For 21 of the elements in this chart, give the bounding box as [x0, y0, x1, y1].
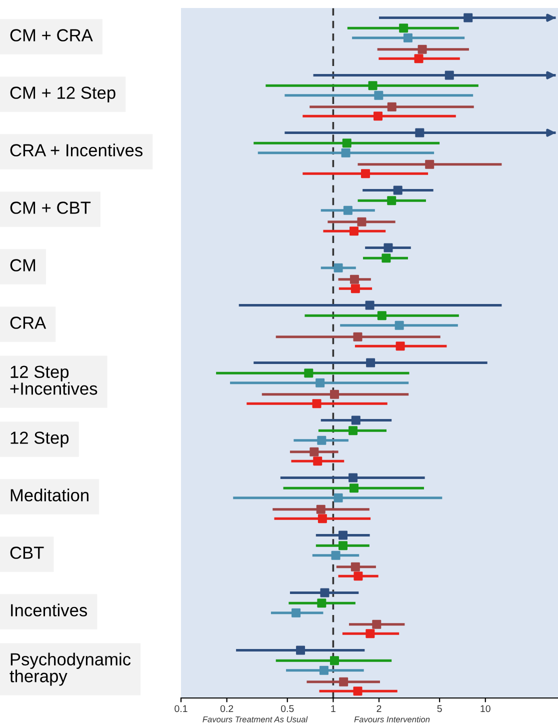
y-tick-label: CRA — [10, 316, 46, 329]
x-tick-label: 0.5 — [281, 705, 294, 712]
y-tick-label: CM + 12 Step — [10, 86, 116, 102]
y-tick-label: CBT — [10, 546, 44, 559]
text: Favours Intervention — [354, 716, 430, 722]
text: Favours Treatment As Usual — [202, 716, 308, 722]
y-tick-label: 12 Step — [10, 432, 69, 448]
x-tick-label: 0.2 — [220, 705, 234, 712]
y-tick-label: CM + CBT — [10, 202, 91, 214]
y-tick-label: CM + CRA — [10, 29, 93, 42]
y-tick-label: CRA + Incentives — [10, 144, 142, 156]
y-tick-label: CM — [10, 259, 36, 272]
x-tick-label: 10 — [480, 705, 490, 712]
y-tick-label: 12 Step +Incentives — [10, 366, 98, 395]
y-tick-label: Meditation — [10, 488, 88, 502]
y-tick-label: Incentives — [11, 604, 88, 616]
x-tick-label: 1 — [331, 705, 336, 712]
x-tick-label: 0.1 — [174, 705, 188, 712]
x-tick-label: 5 — [437, 705, 442, 712]
x-tick-label: 2 — [376, 705, 382, 712]
y-tick-label: Psychodynamic therapy — [10, 652, 131, 686]
